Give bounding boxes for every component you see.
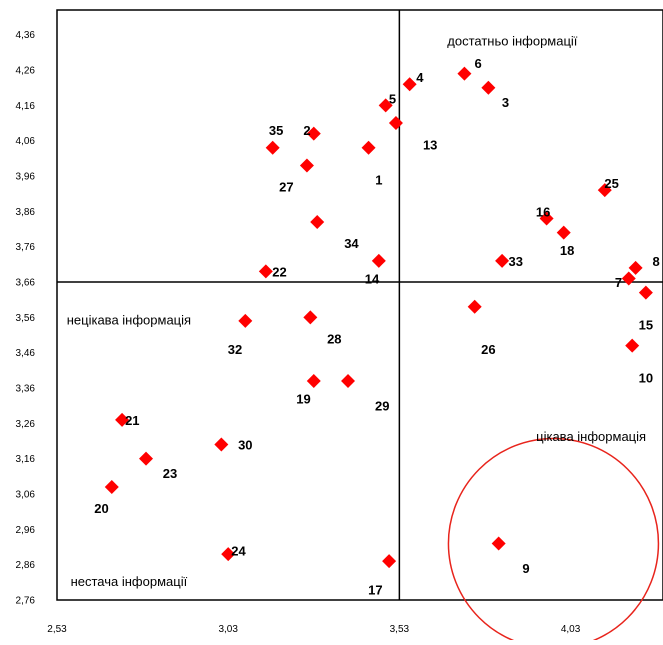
point-label-2: 2 xyxy=(303,123,310,138)
point-label-29: 29 xyxy=(375,399,389,414)
point-14 xyxy=(371,253,386,268)
y-tick-label: 2,96 xyxy=(16,525,36,536)
point-label-24: 24 xyxy=(231,544,246,559)
y-tick-label: 4,36 xyxy=(16,30,36,41)
x-tick-label: 3,53 xyxy=(390,624,410,635)
y-tick-label: 3,86 xyxy=(16,207,36,218)
point-label-33: 33 xyxy=(509,254,523,269)
point-22 xyxy=(258,264,273,279)
tick-labels-layer: 2,76 2,86 2,96 3,06 3,16 3,26 3,36 3,46 3,56 3,66… xyxy=(16,30,581,635)
point-8 xyxy=(628,260,643,275)
point-label-21: 21 xyxy=(125,413,139,428)
x-tick-label: 2,53 xyxy=(47,624,67,635)
point-34 xyxy=(310,214,325,229)
point-label-32: 32 xyxy=(228,342,242,357)
point-label-28: 28 xyxy=(327,332,341,347)
y-tick-label: 2,76 xyxy=(16,596,36,607)
plot-frame xyxy=(56,9,663,601)
y-tick-label: 3,46 xyxy=(16,348,36,359)
y-tick-label: 3,96 xyxy=(16,172,36,183)
point-label-15: 15 xyxy=(639,317,653,332)
quadrant-label: нецікава інформація xyxy=(67,312,191,327)
point-label-13: 13 xyxy=(423,137,437,152)
point-label-8: 8 xyxy=(653,254,660,269)
quadrant-label: достатньо інформації xyxy=(447,33,578,48)
point-3 xyxy=(481,80,496,95)
quadrant-label: цікава інформація xyxy=(536,429,646,444)
point-labels-layer: 1234567891013141516171819202122232425262… xyxy=(94,56,659,597)
highlight-circle xyxy=(447,437,660,645)
point-label-7: 7 xyxy=(615,275,622,290)
point-20 xyxy=(104,479,119,494)
point-label-16: 16 xyxy=(536,204,550,219)
y-tick-label: 3,06 xyxy=(16,490,36,501)
point-label-18: 18 xyxy=(560,243,574,258)
point-33 xyxy=(495,253,510,268)
point-label-26: 26 xyxy=(481,342,495,357)
point-18 xyxy=(556,225,571,240)
point-27 xyxy=(299,158,314,173)
y-tick-label: 3,36 xyxy=(16,384,36,395)
point-15 xyxy=(638,285,653,300)
x-tick-label: 4,03 xyxy=(561,624,581,635)
y-tick-label: 2,86 xyxy=(16,560,36,571)
point-label-22: 22 xyxy=(272,264,286,279)
point-29 xyxy=(341,373,356,388)
point-label-19: 19 xyxy=(296,392,310,407)
point-13 xyxy=(388,116,403,131)
point-16 xyxy=(539,211,554,226)
point-label-4: 4 xyxy=(416,70,424,85)
point-32 xyxy=(238,313,253,328)
point-label-6: 6 xyxy=(475,56,482,71)
point-28 xyxy=(303,310,318,325)
point-label-20: 20 xyxy=(94,501,108,516)
y-tick-label: 3,56 xyxy=(16,313,36,324)
point-label-10: 10 xyxy=(639,370,653,385)
point-label-9: 9 xyxy=(522,561,529,576)
point-6 xyxy=(457,66,472,81)
point-25 xyxy=(597,183,612,198)
point-label-17: 17 xyxy=(368,582,382,597)
point-label-34: 34 xyxy=(344,236,359,251)
point-24 xyxy=(221,547,236,562)
point-7 xyxy=(621,271,636,286)
point-19 xyxy=(306,373,321,388)
point-23 xyxy=(139,451,154,466)
point-9 xyxy=(491,536,506,551)
y-tick-label: 3,16 xyxy=(16,454,36,465)
point-label-35: 35 xyxy=(269,123,283,138)
point-label-25: 25 xyxy=(604,176,618,191)
quadrant-labels-layer: достатньо інформації нецікава інформація н… xyxy=(67,33,646,589)
y-tick-label: 4,16 xyxy=(16,101,36,112)
y-tick-label: 4,06 xyxy=(16,136,36,147)
point-10 xyxy=(625,338,640,353)
point-label-30: 30 xyxy=(238,438,252,453)
y-tick-label: 4,26 xyxy=(16,66,36,77)
point-35 xyxy=(265,140,280,155)
point-1 xyxy=(361,140,376,155)
axes-layer xyxy=(56,9,663,645)
point-26 xyxy=(467,299,482,314)
quadrant-label: нестача інформації xyxy=(71,574,188,589)
point-5 xyxy=(378,98,393,113)
y-tick-label: 3,66 xyxy=(16,278,36,289)
point-label-3: 3 xyxy=(502,95,509,110)
point-4 xyxy=(402,77,417,92)
point-17 xyxy=(382,554,397,569)
y-tick-label: 3,76 xyxy=(16,242,36,253)
point-label-5: 5 xyxy=(389,91,396,106)
point-label-1: 1 xyxy=(375,173,382,188)
point-21 xyxy=(115,412,130,427)
y-tick-label: 3,26 xyxy=(16,419,36,430)
points-layer xyxy=(104,66,653,569)
point-2 xyxy=(306,126,321,141)
point-label-27: 27 xyxy=(279,180,293,195)
point-label-14: 14 xyxy=(365,272,380,287)
x-tick-label: 3,03 xyxy=(218,624,238,635)
point-label-23: 23 xyxy=(163,466,177,481)
point-30 xyxy=(214,437,229,452)
